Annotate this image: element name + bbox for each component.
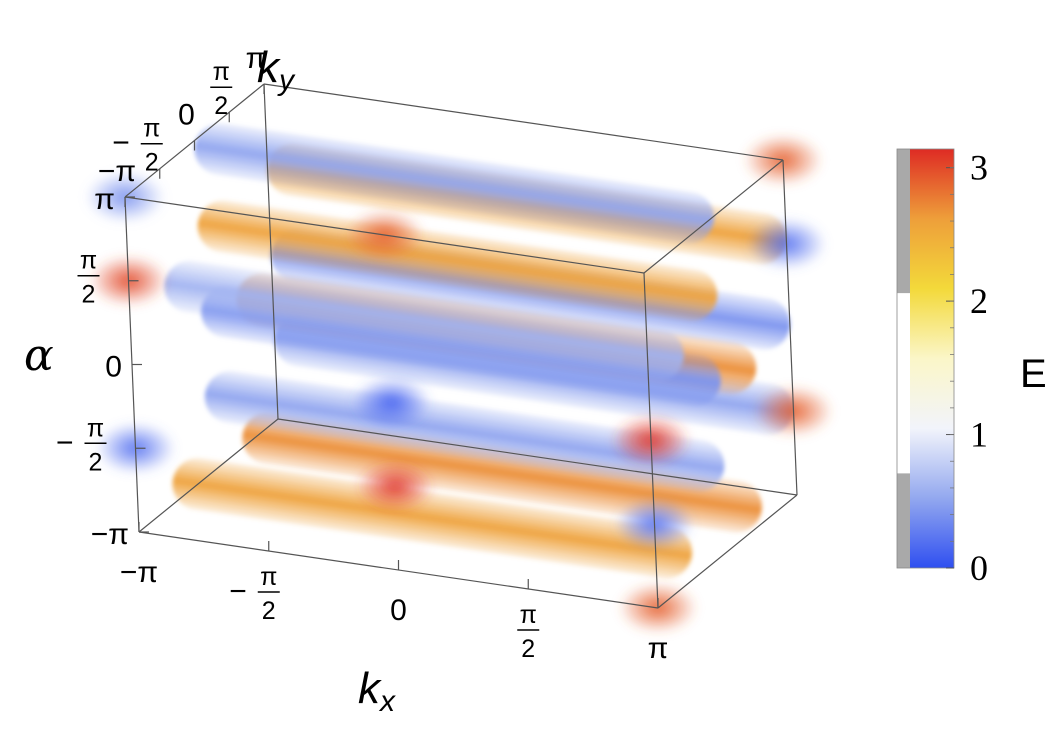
z-tick-label: −π <box>91 518 129 551</box>
box-edge <box>263 83 784 161</box>
y-tick-den: 2 <box>214 92 228 120</box>
y-tick-label: π2 <box>210 58 233 120</box>
z-tick-label: 0 <box>105 351 122 384</box>
y-tick-text: π <box>246 42 267 75</box>
box-edge <box>138 418 279 533</box>
y-tick-text: 0 <box>178 98 195 131</box>
blob-mark <box>355 460 436 513</box>
colorbar-tick-label: 1 <box>970 415 988 455</box>
y-tick-label: 0 <box>178 98 195 131</box>
x-tick-text: 0 <box>390 594 407 627</box>
x-tick-label: −π <box>120 556 158 589</box>
box-edge <box>782 159 798 496</box>
z-tick-den: 2 <box>89 448 103 476</box>
x-tick-den: 2 <box>521 635 535 663</box>
y-axis-title: ky <box>257 43 296 97</box>
x-tick-label: − π 2 <box>229 563 280 625</box>
y-tick-den: 2 <box>145 149 159 177</box>
y-tick-label: − π 2 <box>112 115 163 177</box>
blob-mark <box>351 376 432 429</box>
y-tick-label: −π <box>98 155 136 188</box>
x-tick-text: π <box>648 632 669 665</box>
z-tick-text: π <box>94 183 115 216</box>
z-tick-text: 0 <box>105 351 122 384</box>
colorbar-tick-label: 0 <box>970 548 988 588</box>
x-tick-num: π <box>260 563 277 591</box>
box-edge <box>263 83 279 420</box>
x-tick-label: 0 <box>390 594 407 627</box>
colorbar-frame <box>896 148 955 569</box>
opacity-band <box>897 293 910 474</box>
colorbar-label: E <box>1020 352 1047 396</box>
tube-mark <box>204 371 725 492</box>
axis-labels: kx ky α <box>24 43 396 718</box>
opacity-band <box>897 473 910 568</box>
x-tick-text: −π <box>120 556 158 589</box>
x-tick-num: π <box>520 601 537 629</box>
x-tick-label: π <box>648 632 669 665</box>
tube-mark <box>197 200 718 321</box>
z-tick-label: π <box>94 183 115 216</box>
box-edge <box>657 494 798 609</box>
z-tick-label: − π 2 <box>56 414 107 476</box>
box-edge <box>124 83 265 198</box>
z-tick-den: 2 <box>82 281 96 309</box>
y-tick-num: π <box>213 58 230 86</box>
box-edge <box>124 196 645 274</box>
y-tick-num: π <box>143 115 160 143</box>
y-tick-text: −π <box>98 155 136 188</box>
tube-mark <box>172 457 693 579</box>
z-tick-label: π2 <box>77 247 100 309</box>
box-edge <box>643 159 784 274</box>
colorbar-tick-label: 2 <box>970 281 988 321</box>
x-tick-label: π2 <box>517 601 540 663</box>
z-tick-num: π <box>80 247 97 275</box>
tube-mark <box>194 123 714 244</box>
colorbar: E 0 1 2 3 <box>896 148 1047 588</box>
z-tick-sign: − <box>56 426 74 459</box>
z-tick-num: π <box>87 414 104 442</box>
box-edge <box>643 272 659 609</box>
y-tick-sign: − <box>112 127 130 160</box>
colorbar-gradient <box>910 149 954 568</box>
z-axis-title: α <box>24 330 54 381</box>
x-tick-den: 2 <box>262 597 276 625</box>
tube-mark <box>164 260 684 382</box>
box-edge <box>277 418 798 496</box>
z-tick-text: −π <box>91 518 129 551</box>
x-axis-title: kx <box>358 664 396 718</box>
x-tick-sign: − <box>229 575 247 608</box>
y-tick-label: π <box>246 42 267 75</box>
opacity-band <box>897 149 910 294</box>
colorbar-tick-label: 3 <box>970 148 988 188</box>
